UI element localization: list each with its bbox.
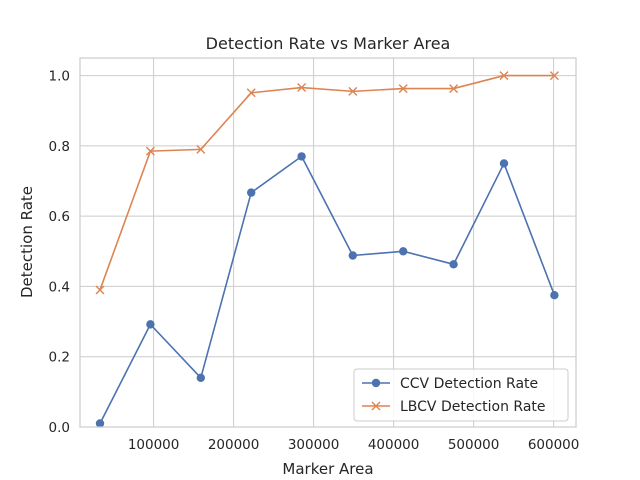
- x-tick-label: 600000: [528, 437, 580, 453]
- x-tick-label: 100000: [128, 437, 180, 453]
- data-point: [549, 71, 559, 81]
- data-point: [95, 285, 105, 295]
- plot-frame: [79, 57, 577, 428]
- y-tick-label: 0.0: [49, 420, 70, 436]
- legend-item: CCV Detection Rate: [362, 376, 538, 392]
- y-tick-label: 1.0: [49, 69, 70, 85]
- legend-marker: [371, 378, 381, 388]
- data-point: [550, 291, 559, 300]
- series-line: [99, 155, 556, 424]
- y-tick-label: 0.8: [49, 139, 70, 155]
- x-tick-label: 300000: [288, 437, 340, 453]
- data-point: [399, 247, 408, 256]
- data-point: [449, 84, 459, 94]
- x-axis-label: Marker Area: [282, 460, 373, 478]
- legend-item: LBCV Detection Rate: [362, 399, 546, 415]
- chart-title: Detection Rate vs Marker Area: [206, 34, 451, 53]
- data-point: [145, 146, 155, 156]
- data-point: [398, 84, 408, 94]
- y-tick-label: 0.6: [49, 209, 70, 225]
- x-tick-label: 200000: [208, 437, 260, 453]
- data-point: [246, 88, 256, 98]
- data-point: [196, 144, 206, 154]
- series-lbcv-detection-rate: [95, 71, 559, 295]
- x-tick-label: 500000: [448, 437, 500, 453]
- y-tick-label: 0.2: [49, 350, 70, 366]
- legend-box: [353, 368, 569, 422]
- data-point: [499, 159, 509, 168]
- series-layer: [95, 71, 559, 428]
- legend-marker: [371, 401, 381, 411]
- legend-label: LBCV Detection Rate: [400, 399, 546, 415]
- series-line: [99, 74, 555, 291]
- data-point: [348, 251, 357, 260]
- data-point: [348, 86, 358, 96]
- legend-label: CCV Detection Rate: [400, 376, 538, 392]
- data-point: [247, 188, 256, 197]
- x-tick-label: 400000: [368, 437, 420, 453]
- data-point: [449, 260, 458, 269]
- data-point: [297, 152, 306, 161]
- data-point: [499, 71, 509, 81]
- y-tick-label: 0.4: [49, 279, 70, 295]
- data-point: [196, 373, 205, 382]
- data-point: [297, 83, 307, 93]
- data-point: [146, 320, 155, 329]
- data-point: [95, 419, 105, 428]
- y-axis-label: Detection Rate: [18, 186, 36, 298]
- legend: CCV Detection Rate LBCV Detection Rate: [353, 368, 569, 422]
- tick-labels: 100000 200000 300000 400000 500000 600000 0.0 0…: [49, 69, 580, 453]
- series-ccv-detection-rate: [95, 152, 559, 428]
